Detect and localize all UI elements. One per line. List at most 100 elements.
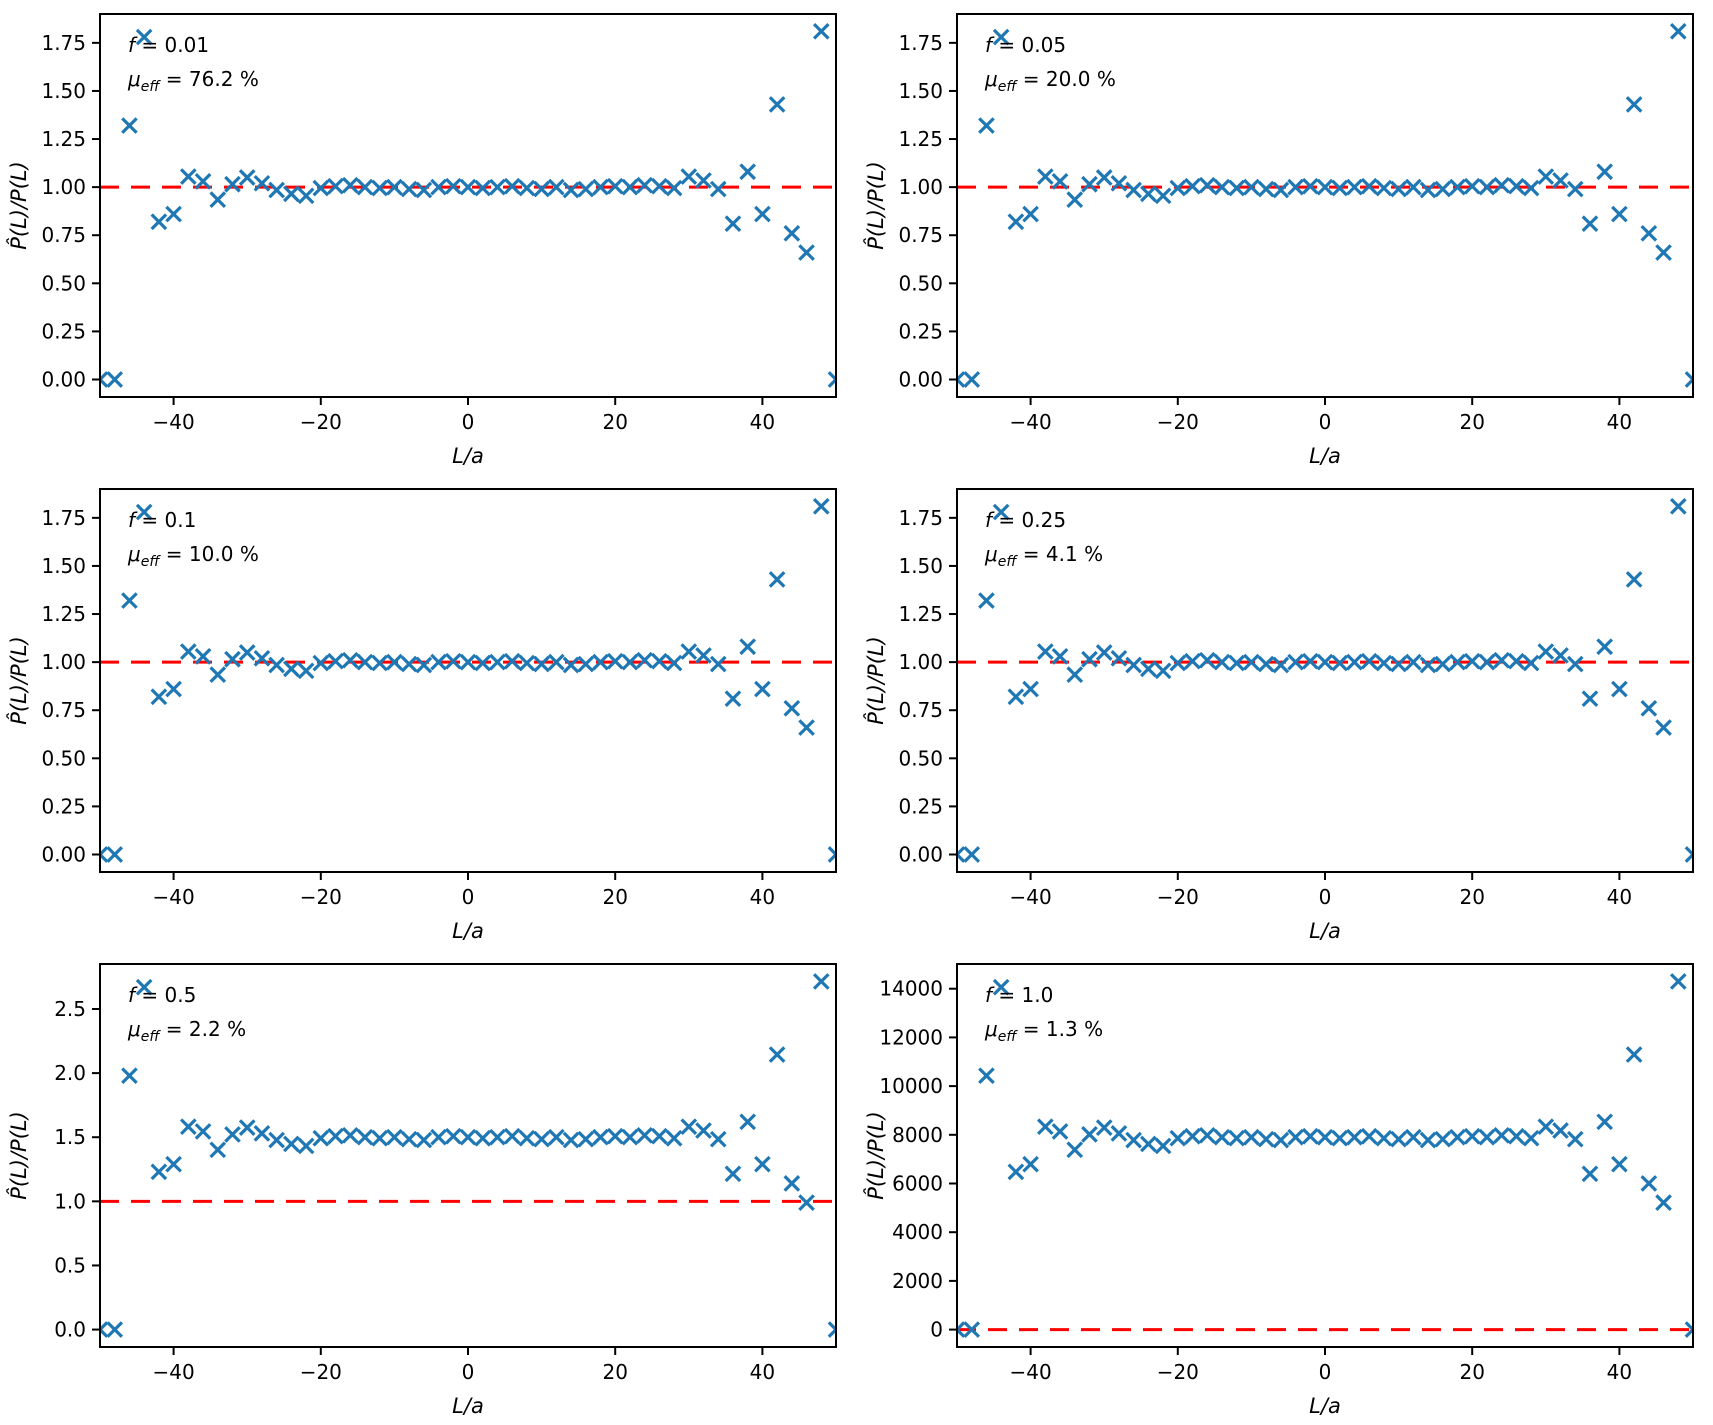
svg-text:1.50: 1.50 — [41, 79, 86, 103]
plot-f-0.5: −40 −20 0 20 40 0.0 0.5 1.0 1.5 2.0 2.5 L/a P̂(L)/P(… — [6, 963, 837, 1418]
annotation-f: f = 0.01 — [128, 33, 209, 57]
svg-text:0.25: 0.25 — [898, 794, 943, 818]
svg-text:0: 0 — [1318, 410, 1331, 434]
svg-text:0.5: 0.5 — [54, 1253, 86, 1277]
y-axis-label: P̂(L)/P(L) — [863, 161, 888, 250]
svg-text:0.25: 0.25 — [898, 319, 943, 343]
svg-text:0: 0 — [462, 885, 475, 909]
annotation-mu-eff: μeff = 20.0 % — [984, 67, 1116, 95]
y-axis: 0.00 0.25 0.50 0.75 1.00 1.25 1.50 1.75 — [41, 506, 100, 866]
svg-text:20: 20 — [1459, 1360, 1484, 1384]
svg-text:0: 0 — [462, 1360, 475, 1384]
annotation-f: f = 0.25 — [985, 508, 1066, 532]
x-axis-label: L/a — [452, 1394, 484, 1418]
svg-text:40: 40 — [750, 885, 775, 909]
svg-text:0: 0 — [1318, 1360, 1331, 1384]
svg-text:−20: −20 — [1156, 1360, 1198, 1384]
y-axis-label: P̂(L)/P(L) — [6, 161, 31, 250]
y-axis-label: P̂(L)/P(L) — [863, 636, 888, 725]
svg-text:1.50: 1.50 — [898, 79, 943, 103]
y-axis: 0.0 0.5 1.0 1.5 2.0 2.5 — [54, 997, 100, 1342]
y-axis-label: P̂(L)/P(L) — [863, 1111, 888, 1200]
x-axis: −40 −20 0 20 40 — [1009, 872, 1632, 909]
svg-text:−20: −20 — [300, 885, 342, 909]
svg-text:−40: −40 — [152, 1360, 194, 1384]
plot-f-0.01: −40 −20 0 20 40 0.00 0.25 0.50 0.75 1.00 1.25 1.50 1… — [6, 13, 837, 468]
svg-text:8000: 8000 — [892, 1123, 943, 1147]
plot-panel-1: −40 −20 0 20 40 0.00 0.25 0.50 0.75 1.00 1.25 1.50 1… — [0, 0, 856, 475]
x-axis: −40 −20 0 20 40 — [152, 397, 775, 434]
svg-text:0.00: 0.00 — [41, 367, 86, 391]
scatter-points — [100, 973, 836, 1338]
scatter-points — [956, 22, 1693, 388]
svg-text:1.25: 1.25 — [898, 602, 943, 626]
x-axis: −40 −20 0 20 40 — [152, 872, 775, 909]
annotation-mu-eff: μeff = 76.2 % — [127, 67, 259, 95]
svg-text:20: 20 — [602, 410, 627, 434]
svg-text:0: 0 — [462, 410, 475, 434]
svg-text:1.25: 1.25 — [898, 127, 943, 151]
svg-text:−40: −40 — [1009, 885, 1051, 909]
svg-text:1.00: 1.00 — [41, 650, 86, 674]
annotation-f: f = 0.05 — [985, 33, 1066, 57]
svg-text:−20: −20 — [1156, 410, 1198, 434]
svg-text:0.0: 0.0 — [54, 1318, 86, 1342]
svg-text:1.50: 1.50 — [41, 554, 86, 578]
svg-text:1.00: 1.00 — [41, 175, 86, 199]
svg-text:1.50: 1.50 — [898, 554, 943, 578]
svg-text:12000: 12000 — [879, 1025, 943, 1049]
plot-f-1.0: −40 −20 0 20 40 0 2000 4000 6000 8000 10000 12000 14… — [863, 963, 1694, 1418]
svg-text:40: 40 — [750, 410, 775, 434]
x-axis: −40 −20 0 20 40 — [1009, 397, 1632, 434]
svg-text:0.75: 0.75 — [898, 223, 943, 247]
plot-panel-6: −40 −20 0 20 40 0 2000 4000 6000 8000 10000 12000 14… — [857, 950, 1713, 1425]
plot-f-0.1: −40 −20 0 20 40 0.00 0.25 0.50 0.75 1.00 1.25 1.50 1… — [6, 488, 837, 943]
annotation-f: f = 1.0 — [985, 983, 1053, 1007]
annotation-f: f = 0.1 — [128, 508, 196, 532]
svg-text:0.50: 0.50 — [898, 271, 943, 295]
svg-text:0.25: 0.25 — [41, 794, 86, 818]
x-axis: −40 −20 0 20 40 — [1009, 1347, 1632, 1384]
annotation-f: f = 0.5 — [128, 983, 196, 1007]
plot-f-0.05: −40 −20 0 20 40 0.00 0.25 0.50 0.75 1.00 1.25 1.50 1… — [863, 13, 1694, 468]
svg-text:−40: −40 — [152, 410, 194, 434]
scatter-points — [100, 497, 836, 863]
svg-text:1.00: 1.00 — [898, 175, 943, 199]
svg-text:20: 20 — [602, 1360, 627, 1384]
svg-text:40: 40 — [1606, 885, 1631, 909]
svg-text:0.00: 0.00 — [898, 367, 943, 391]
svg-text:1.0: 1.0 — [54, 1189, 86, 1213]
svg-text:1.00: 1.00 — [898, 650, 943, 674]
svg-text:1.75: 1.75 — [898, 506, 943, 530]
svg-text:1.75: 1.75 — [41, 31, 86, 55]
svg-text:0.00: 0.00 — [41, 842, 86, 866]
svg-text:0.50: 0.50 — [41, 271, 86, 295]
y-axis: 0 2000 4000 6000 8000 10000 12000 14000 — [879, 977, 957, 1342]
y-axis: 0.00 0.25 0.50 0.75 1.00 1.25 1.50 1.75 — [898, 31, 957, 391]
svg-text:10000: 10000 — [879, 1074, 943, 1098]
svg-text:0.00: 0.00 — [898, 842, 943, 866]
scatter-points — [100, 22, 836, 388]
svg-text:0: 0 — [1318, 885, 1331, 909]
svg-text:0: 0 — [930, 1318, 943, 1342]
svg-text:20: 20 — [602, 885, 627, 909]
x-axis-label: L/a — [1309, 444, 1341, 468]
svg-text:1.75: 1.75 — [41, 506, 86, 530]
plot-panel-4: −40 −20 0 20 40 0.00 0.25 0.50 0.75 1.00 1.25 1.50 1… — [857, 475, 1713, 950]
annotation-mu-eff: μeff = 1.3 % — [984, 1017, 1103, 1045]
svg-text:2.0: 2.0 — [54, 1061, 86, 1085]
svg-text:1.5: 1.5 — [54, 1125, 86, 1149]
svg-text:0.75: 0.75 — [41, 223, 86, 247]
svg-text:0.50: 0.50 — [41, 746, 86, 770]
svg-text:4000: 4000 — [892, 1220, 943, 1244]
svg-text:0.25: 0.25 — [41, 319, 86, 343]
svg-text:2.5: 2.5 — [54, 997, 86, 1021]
svg-text:−40: −40 — [1009, 410, 1051, 434]
plot-f-0.25: −40 −20 0 20 40 0.00 0.25 0.50 0.75 1.00 1.25 1.50 1… — [863, 488, 1694, 943]
svg-text:0.75: 0.75 — [898, 698, 943, 722]
x-axis-label: L/a — [452, 444, 484, 468]
x-axis-label: L/a — [452, 919, 484, 943]
x-axis-label: L/a — [1309, 1394, 1341, 1418]
x-axis-label: L/a — [1309, 919, 1341, 943]
